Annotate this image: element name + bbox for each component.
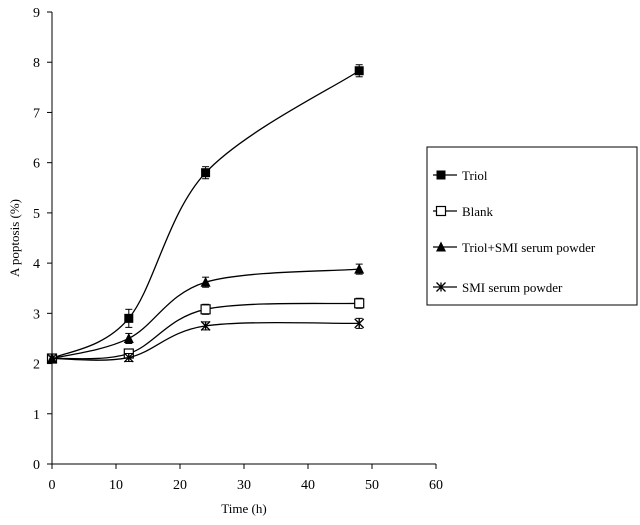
y-tick-label: 2	[33, 358, 40, 373]
legend-box	[426, 146, 638, 306]
series-line	[51, 268, 360, 360]
y-tick-label: 6	[33, 157, 40, 172]
data-point	[201, 168, 211, 178]
series-smi-serum-powder	[47, 317, 365, 364]
data-point	[354, 66, 364, 76]
y-axis-title: A poptosis (%)	[7, 199, 22, 277]
data-point	[124, 313, 134, 323]
data-point	[123, 332, 134, 343]
y-tick-label: 7	[33, 106, 40, 121]
legend-marker	[436, 282, 446, 292]
series-line	[51, 302, 360, 360]
legend-label: Triol+SMI serum powder	[462, 240, 596, 255]
y-tick-label: 5	[33, 207, 40, 222]
y-tick-label: 1	[33, 408, 40, 423]
y-tick-label: 3	[33, 307, 40, 322]
y-tick-label: 0	[33, 458, 40, 473]
x-tick-label: 0	[49, 478, 56, 493]
y-tick-label: 4	[33, 257, 40, 272]
series-triol	[47, 64, 364, 364]
data-point	[354, 318, 365, 329]
x-tick-label: 40	[301, 478, 315, 493]
legend-label: SMI serum powder	[462, 280, 563, 295]
x-tick-label: 50	[365, 478, 379, 493]
legend-marker	[436, 170, 446, 180]
y-tick-label: 9	[33, 6, 40, 21]
data-point	[354, 298, 365, 309]
legend-label: Blank	[462, 204, 494, 219]
data-point	[200, 276, 211, 287]
x-tick-label: 20	[173, 478, 187, 493]
data-point	[200, 320, 211, 331]
x-axis-title: Time (h)	[221, 501, 266, 516]
data-point	[47, 353, 57, 364]
data-point	[354, 263, 365, 274]
x-tick-label: 10	[109, 478, 123, 493]
y-tick-label: 8	[33, 56, 40, 71]
data-point	[123, 352, 134, 363]
plot-area: 0 1 2 3 4 5 6 7 8 9 0 10 20 30 40 50 60 Time (h) A poptosi…	[7, 6, 443, 516]
legend-marker	[435, 205, 447, 217]
series-line	[51, 70, 360, 360]
data-point	[200, 304, 211, 315]
legend-label: Triol	[462, 168, 488, 183]
legend-marker	[436, 241, 446, 252]
x-tick-label: 30	[237, 478, 251, 493]
x-tick-label: 60	[429, 478, 443, 493]
legend: Triol Blank Triol+SMI serum powder SMI seru…	[426, 146, 638, 306]
series-line	[51, 321, 360, 361]
series-blank	[46, 297, 365, 364]
